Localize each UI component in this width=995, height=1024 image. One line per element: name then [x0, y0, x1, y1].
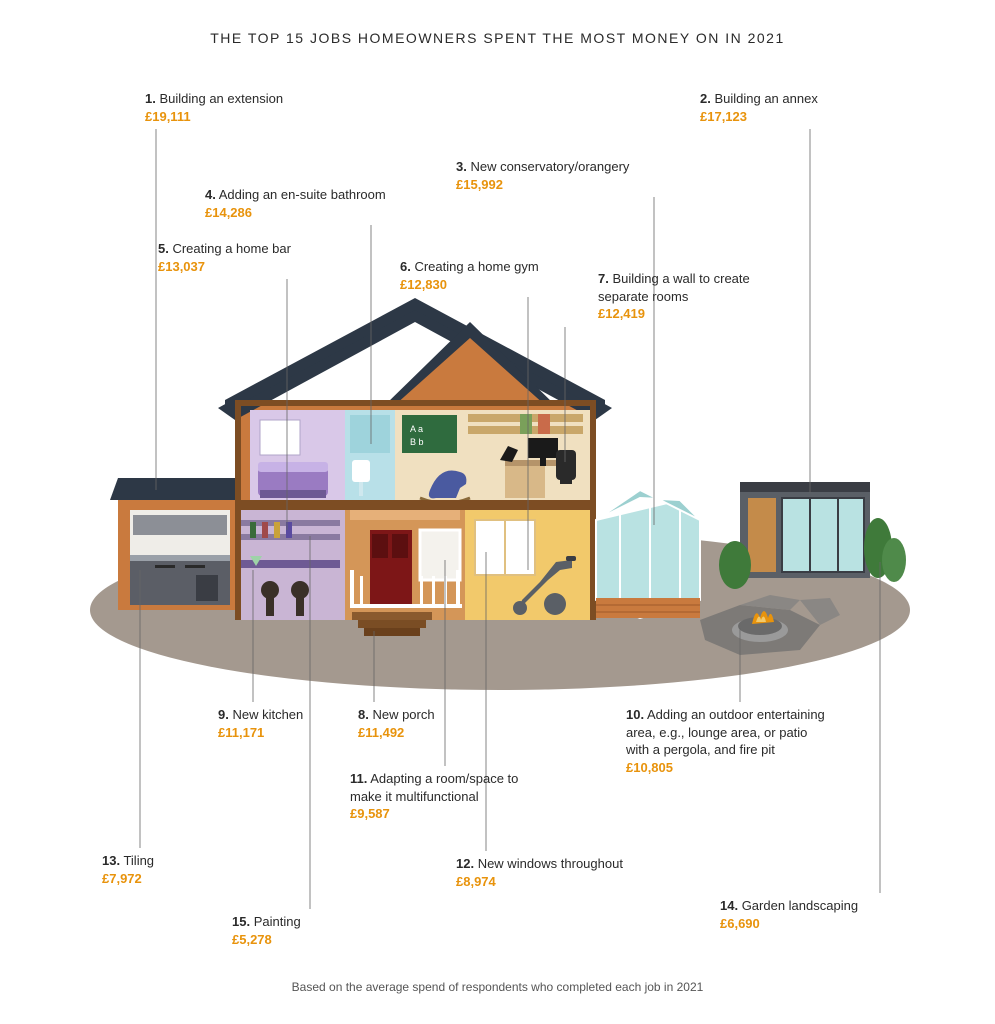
callout-item-9: 9. New kitchen £11,171: [218, 706, 303, 741]
callout-item-1: 1. Building an extension £19,111: [145, 90, 283, 125]
footnote: Based on the average spend of respondent…: [0, 980, 995, 994]
svg-text:A a: A a: [410, 424, 423, 434]
callout-item-4: 4. Adding an en-suite bathroom £14,286: [205, 186, 386, 221]
callout-label: Building an extension: [156, 91, 283, 106]
callout-label: Garden landscaping: [738, 898, 858, 913]
callout-rank: 9.: [218, 707, 229, 722]
callout-price: £12,830: [400, 276, 539, 294]
callout-price: £12,419: [598, 305, 788, 323]
callout-item-14: 14. Garden landscaping £6,690: [720, 897, 858, 932]
callout-price: £5,278: [232, 931, 301, 949]
callout-item-7: 7. Building a wall to create separate ro…: [598, 270, 788, 323]
conservatory-icon: [596, 490, 700, 618]
callout-label: New conservatory/orangery: [467, 159, 630, 174]
callout-rank: 11.: [350, 771, 367, 786]
porch-icon: [345, 510, 465, 636]
callout-price: £9,587: [350, 805, 550, 823]
main-house-icon: A a B b: [218, 298, 612, 636]
callout-label: Building a wall to create separate rooms: [598, 271, 750, 304]
callout-rank: 12.: [456, 856, 474, 871]
callout-rank: 1.: [145, 91, 156, 106]
callout-item-10: 10. Adding an outdoor entertaining area,…: [626, 706, 826, 776]
callout-label: New kitchen: [229, 707, 303, 722]
callout-item-6: 6. Creating a home gym £12,830: [400, 258, 539, 293]
callout-rank: 6.: [400, 259, 411, 274]
callout-label: Adapting a room/space to make it multifu…: [350, 771, 518, 804]
callout-rank: 14.: [720, 898, 738, 913]
callout-item-11: 11. Adapting a room/space to make it mul…: [350, 770, 550, 823]
callout-item-2: 2. Building an annex £17,123: [700, 90, 818, 125]
callout-label: New windows throughout: [474, 856, 623, 871]
callout-rank: 4.: [205, 187, 216, 202]
callout-label: Building an annex: [711, 91, 818, 106]
callout-price: £13,037: [158, 258, 291, 276]
callout-rank: 7.: [598, 271, 609, 286]
callout-price: £17,123: [700, 108, 818, 126]
callout-item-5: 5. Creating a home bar £13,037: [158, 240, 291, 275]
callout-label: New porch: [369, 707, 435, 722]
callout-rank: 13.: [102, 853, 120, 868]
callout-price: £19,111: [145, 108, 283, 126]
callout-rank: 3.: [456, 159, 467, 174]
callout-item-13: 13. Tiling £7,972: [102, 852, 154, 887]
callout-price: £15,992: [456, 176, 629, 194]
callout-label: Adding an outdoor entertaining area, e.g…: [626, 707, 825, 757]
callout-label: Creating a home bar: [169, 241, 291, 256]
extension-icon: [110, 478, 245, 610]
callout-label: Creating a home gym: [411, 259, 539, 274]
callout-rank: 8.: [358, 707, 369, 722]
callout-price: £11,492: [358, 724, 435, 742]
callout-label: Adding an en-suite bathroom: [216, 187, 386, 202]
callout-rank: 10.: [626, 707, 644, 722]
callout-item-3: 3. New conservatory/orangery £15,992: [456, 158, 629, 193]
callout-item-15: 15. Painting £5,278: [232, 913, 301, 948]
svg-text:B b: B b: [410, 437, 424, 447]
callout-price: £10,805: [626, 759, 826, 777]
callout-rank: 5.: [158, 241, 169, 256]
callout-item-8: 8. New porch £11,492: [358, 706, 435, 741]
callout-item-12: 12. New windows throughout £8,974: [456, 855, 623, 890]
annex-icon: [719, 482, 906, 589]
callout-price: £7,972: [102, 870, 154, 888]
callout-label: Tiling: [120, 853, 154, 868]
callout-price: £8,974: [456, 873, 623, 891]
callout-price: £11,171: [218, 724, 303, 742]
callout-rank: 2.: [700, 91, 711, 106]
callout-price: £6,690: [720, 915, 858, 933]
callout-label: Painting: [250, 914, 301, 929]
callout-rank: 15.: [232, 914, 250, 929]
callout-price: £14,286: [205, 204, 386, 222]
